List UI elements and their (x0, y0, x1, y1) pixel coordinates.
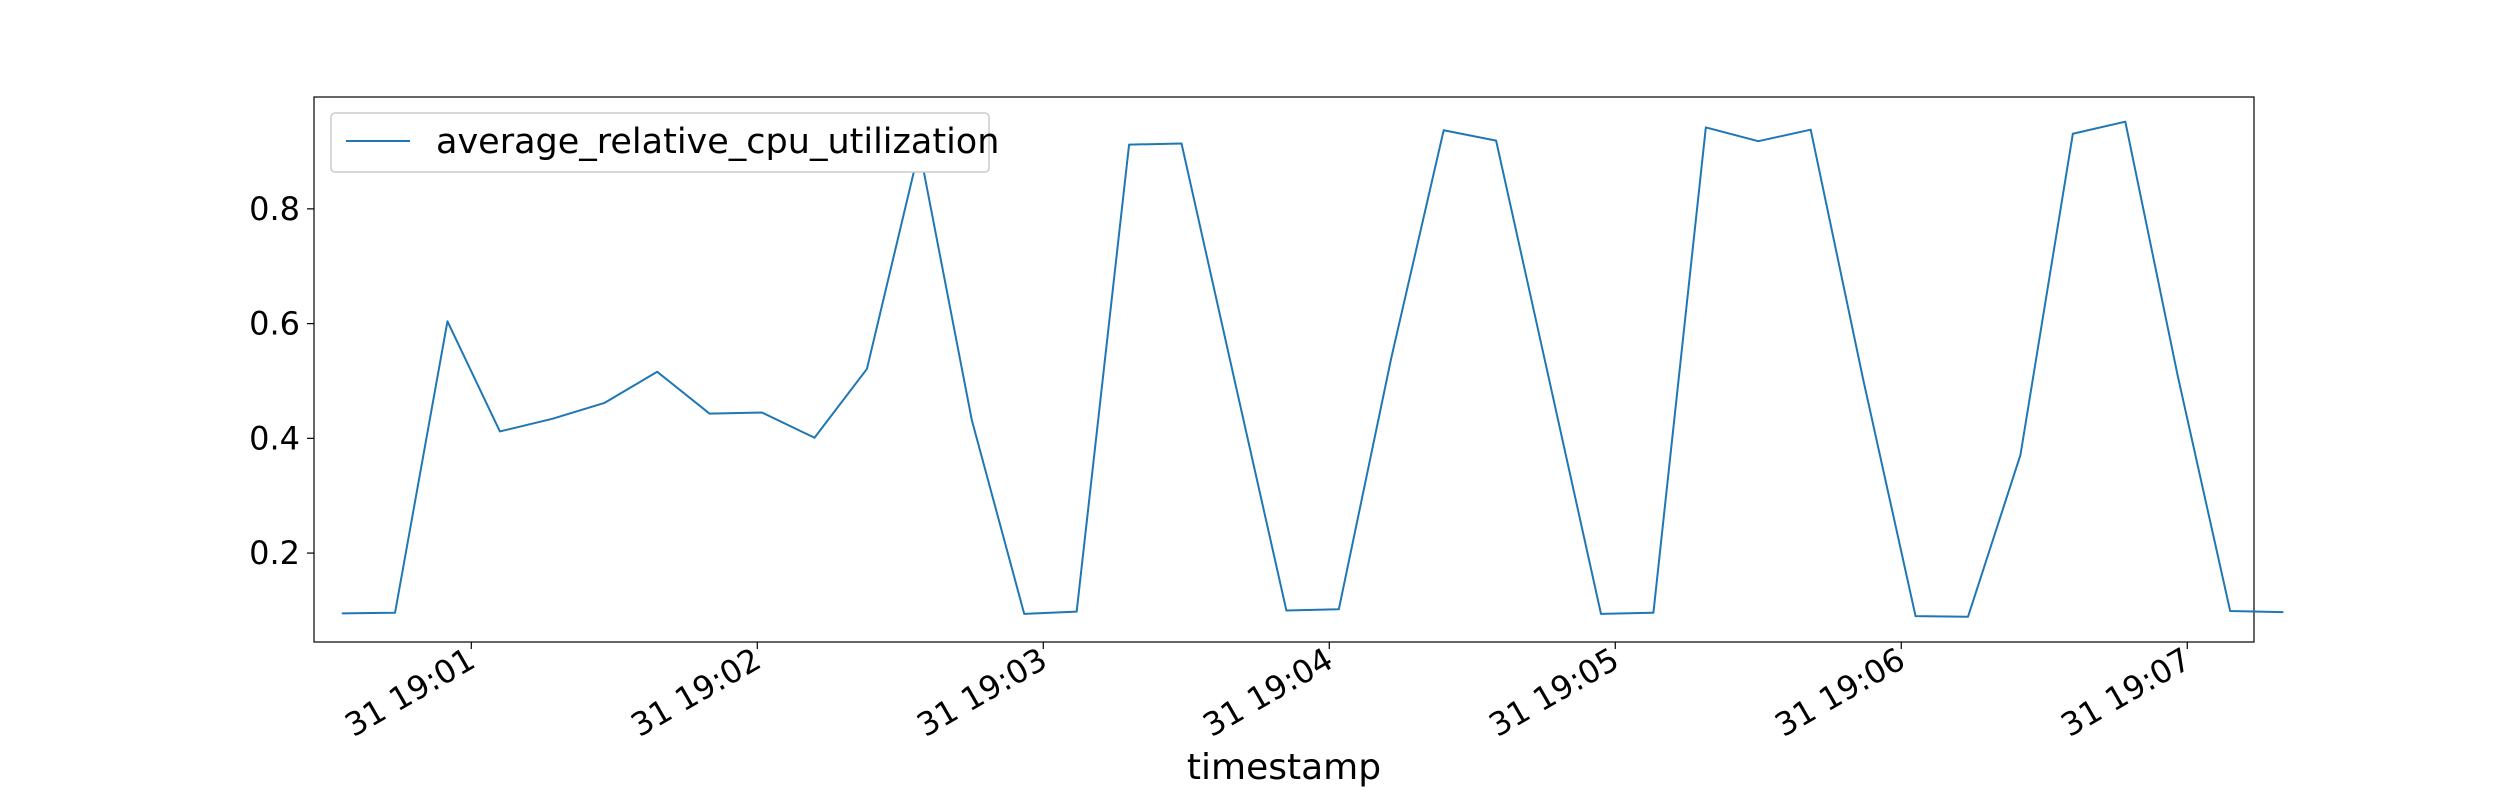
y-tick-label: 0.8 (249, 190, 300, 228)
y-tick-label: 0.6 (249, 305, 300, 343)
series-layer (341, 120, 2284, 618)
x-axis-label: timestamp (1187, 747, 1381, 788)
y-tick-label: 0.2 (249, 534, 300, 572)
series-line (341, 120, 2284, 618)
y-axis: 0.2 0.4 0.6 0.8 (249, 190, 314, 572)
legend-label: average_relative_cpu_utilization (436, 122, 999, 162)
y-tick-label: 0.4 (249, 419, 300, 457)
legend-box (330, 112, 990, 173)
legend: average_relative_cpu_utilization (330, 112, 999, 173)
plot-area (313, 96, 2255, 643)
